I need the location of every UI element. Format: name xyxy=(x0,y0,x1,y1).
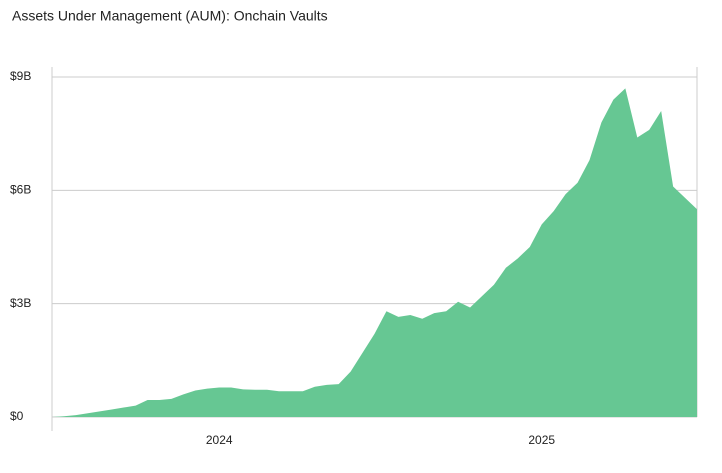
y-tick-label: $3B xyxy=(10,296,31,310)
y-tick-label: $9B xyxy=(10,69,31,83)
y-tick-label: $6B xyxy=(10,183,31,197)
chart-title: Assets Under Management (AUM): Onchain V… xyxy=(12,8,328,24)
x-tick-label: 2025 xyxy=(528,433,555,447)
y-tick-label: $0 xyxy=(10,409,24,423)
area xyxy=(52,88,697,417)
x-tick-label: 2024 xyxy=(206,433,233,447)
